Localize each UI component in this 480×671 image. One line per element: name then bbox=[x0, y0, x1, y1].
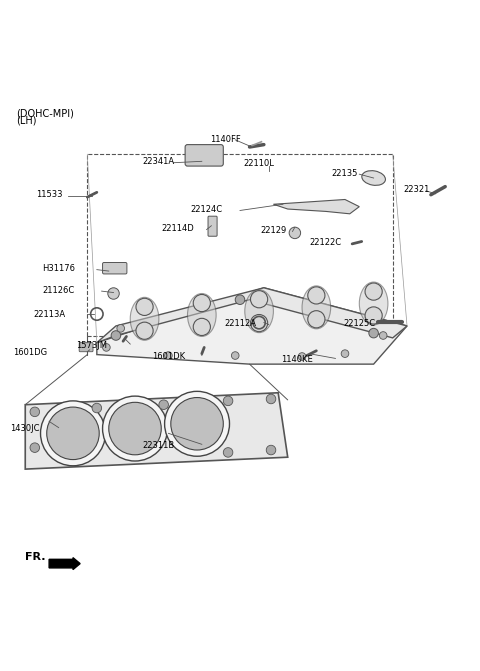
Circle shape bbox=[103, 396, 168, 461]
Circle shape bbox=[266, 394, 276, 404]
Text: 22125C: 22125C bbox=[343, 319, 375, 328]
Circle shape bbox=[111, 331, 120, 340]
Ellipse shape bbox=[188, 293, 216, 336]
Text: 22122C: 22122C bbox=[310, 238, 342, 247]
Circle shape bbox=[223, 396, 233, 406]
Text: 21126C: 21126C bbox=[43, 286, 75, 295]
Circle shape bbox=[103, 344, 110, 351]
Ellipse shape bbox=[362, 170, 385, 185]
Circle shape bbox=[193, 295, 210, 311]
Text: 22129: 22129 bbox=[260, 226, 287, 235]
Circle shape bbox=[251, 315, 268, 331]
Circle shape bbox=[193, 318, 210, 336]
FancyBboxPatch shape bbox=[79, 343, 93, 352]
Text: FR.: FR. bbox=[25, 552, 46, 562]
Polygon shape bbox=[274, 199, 360, 214]
Circle shape bbox=[30, 407, 39, 417]
Text: 1601DG: 1601DG bbox=[13, 348, 47, 357]
Polygon shape bbox=[97, 288, 407, 343]
Circle shape bbox=[289, 227, 300, 239]
Circle shape bbox=[379, 331, 387, 340]
Circle shape bbox=[341, 350, 349, 358]
Circle shape bbox=[136, 299, 153, 315]
FancyArrow shape bbox=[49, 558, 80, 570]
FancyBboxPatch shape bbox=[185, 145, 223, 166]
Text: 22114D: 22114D bbox=[162, 223, 194, 233]
Text: 1140KE: 1140KE bbox=[281, 355, 313, 364]
Circle shape bbox=[365, 307, 382, 324]
Circle shape bbox=[251, 291, 268, 308]
Circle shape bbox=[109, 403, 161, 455]
Circle shape bbox=[165, 391, 229, 456]
Text: (LH): (LH) bbox=[16, 116, 36, 126]
Circle shape bbox=[369, 328, 378, 338]
Text: 22113A: 22113A bbox=[33, 309, 65, 319]
Polygon shape bbox=[97, 288, 407, 364]
Text: 11533: 11533 bbox=[36, 190, 62, 199]
Circle shape bbox=[40, 401, 106, 466]
Circle shape bbox=[298, 353, 306, 360]
Text: 1140FF: 1140FF bbox=[210, 136, 241, 144]
Ellipse shape bbox=[302, 286, 331, 329]
Text: 22311B: 22311B bbox=[143, 441, 175, 450]
Circle shape bbox=[308, 311, 325, 328]
Text: 1573JM: 1573JM bbox=[77, 341, 108, 350]
Text: 22135: 22135 bbox=[332, 168, 358, 178]
Text: 22341A: 22341A bbox=[143, 157, 175, 166]
Circle shape bbox=[171, 397, 223, 450]
Ellipse shape bbox=[245, 290, 274, 333]
Circle shape bbox=[223, 448, 233, 457]
FancyBboxPatch shape bbox=[103, 262, 127, 274]
Ellipse shape bbox=[360, 282, 388, 325]
Text: 1430JC: 1430JC bbox=[11, 424, 40, 433]
Text: 22112A: 22112A bbox=[224, 319, 256, 328]
Circle shape bbox=[365, 283, 382, 300]
Circle shape bbox=[159, 400, 168, 409]
Circle shape bbox=[231, 352, 239, 360]
Circle shape bbox=[47, 407, 99, 460]
Circle shape bbox=[308, 287, 325, 304]
Circle shape bbox=[108, 288, 119, 299]
Text: (DOHC-MPI): (DOHC-MPI) bbox=[16, 109, 73, 119]
Ellipse shape bbox=[130, 297, 159, 340]
Circle shape bbox=[92, 403, 102, 413]
Text: H31176: H31176 bbox=[42, 264, 75, 273]
FancyBboxPatch shape bbox=[208, 216, 217, 236]
Circle shape bbox=[117, 325, 124, 332]
Text: 22321: 22321 bbox=[403, 185, 430, 195]
Text: 1601DK: 1601DK bbox=[152, 352, 185, 362]
Polygon shape bbox=[25, 393, 288, 469]
Circle shape bbox=[30, 443, 39, 452]
Circle shape bbox=[165, 352, 172, 360]
Circle shape bbox=[136, 322, 153, 340]
Circle shape bbox=[235, 295, 245, 305]
Text: 22110L: 22110L bbox=[244, 159, 275, 168]
Text: 22124C: 22124C bbox=[191, 205, 223, 213]
Circle shape bbox=[266, 446, 276, 455]
